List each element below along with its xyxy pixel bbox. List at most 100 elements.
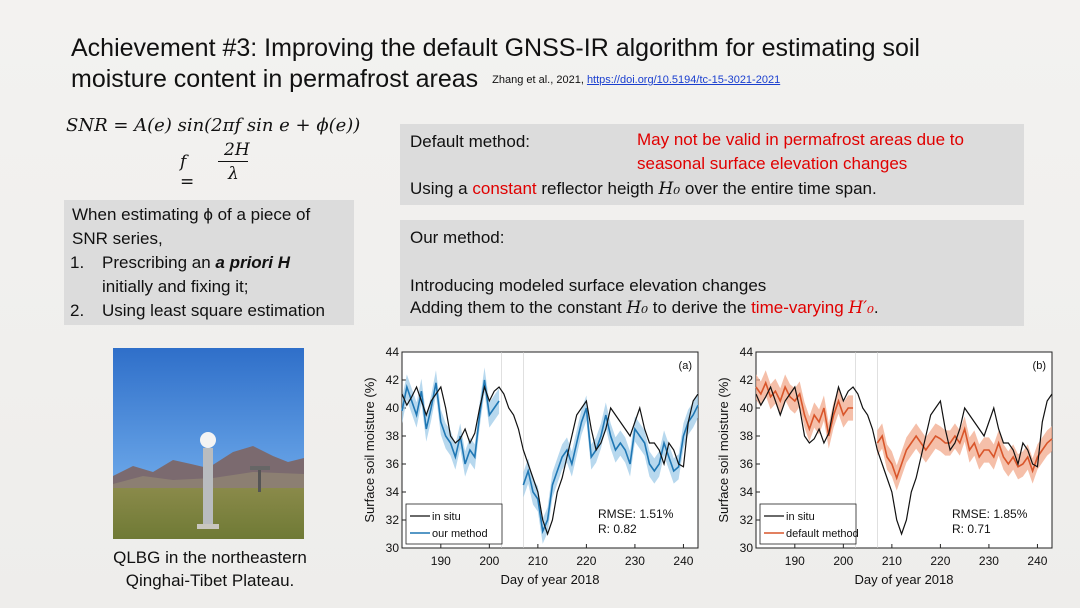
title-line-1: Achievement #3: Improving the default GN…: [71, 34, 920, 62]
x-tick-label: 190: [431, 554, 451, 568]
legend-label-estimate: our method: [432, 528, 488, 540]
x-axis-label: Day of year 2018: [854, 572, 953, 587]
photo-pillar: [203, 448, 213, 526]
panel-label: (a): [679, 360, 692, 372]
default-text-c: reflector heigth: [536, 179, 659, 198]
legend-box: [759, 503, 857, 545]
default-text-e: over the entire time span.: [680, 179, 877, 198]
stat-rmse: RMSE: 1.51%: [598, 507, 674, 521]
series-line-estimate: [876, 426, 1053, 481]
estimation-box: When estimating ϕ of a piece of SNR seri…: [64, 200, 354, 325]
photo-caption-line-1: QLBG in the northeastern: [113, 548, 307, 567]
y-tick-label: 34: [740, 485, 754, 499]
our-text-a: Adding them to the constant: [410, 298, 627, 317]
series-line-estimate: [522, 404, 699, 535]
y-tick-label: 40: [740, 401, 754, 415]
frequency-denominator: λ: [228, 164, 239, 184]
default-method-text: Using a constant reflector heigth H₀ ove…: [410, 179, 877, 199]
default-warning-line-1: May not be valid in permafrost areas due…: [637, 130, 964, 149]
y-tick-label: 32: [740, 513, 754, 527]
x-tick-label: 230: [979, 554, 999, 568]
uncertainty-band: [877, 416, 1052, 491]
legend-label-in-situ: in situ: [786, 511, 815, 523]
frequency-lhs: f =: [180, 152, 195, 192]
x-tick-label: 190: [785, 554, 805, 568]
stat-r: R: 0.71: [952, 522, 991, 536]
our-method-label: Our method:: [410, 228, 505, 247]
photo-caption: QLBG in the northeastern Qinghai-Tibet P…: [90, 546, 330, 592]
y-tick-label: 32: [386, 513, 400, 527]
our-method-line-2: Adding them to the constant H₀ to derive…: [410, 298, 879, 318]
estimation-item-1: Prescribing an a priori H: [102, 251, 290, 275]
y-tick-label: 34: [386, 485, 400, 499]
series-line-in-situ: [401, 384, 699, 536]
citation: Zhang et al., 2021, https://doi.org/10.5…: [492, 74, 780, 86]
stat-rmse: RMSE: 1.85%: [952, 507, 1028, 521]
series-line-estimate: [755, 380, 854, 437]
chart-a: 30 32 34 36 38 40 42 44 190 200 210 220 230 240 Day of…: [362, 345, 699, 587]
estimation-item-2: Using least square estimation: [102, 301, 326, 320]
photo-mast: [258, 466, 261, 492]
photo-mast-top: [250, 466, 270, 470]
x-tick-label: 200: [479, 554, 499, 568]
x-tick-label: 200: [833, 554, 853, 568]
y-tick-label: 30: [740, 541, 754, 555]
estimation-item-1-b: a priori H: [215, 253, 291, 272]
y-tick-label: 38: [386, 429, 400, 443]
default-method-box: Default method: May not be valid in perm…: [400, 124, 1024, 205]
frequency-numerator: 2H: [224, 140, 250, 160]
x-tick-label: 240: [673, 554, 693, 568]
snr-equation: SNR = A(e) sin(2πf sin e + ϕ(e)): [66, 115, 361, 136]
our-text-h0-prime: H′₀: [848, 298, 874, 318]
slide-title: Achievement #3: Improving the default GN…: [71, 33, 1031, 96]
doi-link[interactable]: https://doi.org/10.5194/tc-15-3021-2021: [586, 73, 781, 86]
x-axis-label: Day of year 2018: [500, 572, 599, 587]
our-text-c: to derive the: [648, 298, 752, 317]
our-method-line-1: Introducing modeled surface elevation ch…: [410, 276, 767, 295]
citation-text: Zhang et al., 2021,: [492, 73, 587, 86]
uncertainty-band: [402, 367, 500, 477]
default-text-a: Using a: [410, 179, 473, 198]
y-axis-label: Surface soil moisture (%): [362, 377, 377, 522]
y-tick-label: 36: [740, 457, 754, 471]
x-tick-label: 230: [625, 554, 645, 568]
stat-r: R: 0.82: [598, 522, 637, 536]
estimation-item-1-number: 1.: [70, 253, 85, 272]
y-tick-label: 40: [386, 401, 400, 415]
y-tick-label: 42: [386, 373, 400, 387]
y-tick-label: 42: [740, 373, 754, 387]
x-tick-label: 210: [528, 554, 548, 568]
y-tick-label: 44: [386, 345, 400, 359]
title-line-2: moisture content in permafrost areas Zhan…: [71, 64, 1031, 96]
series-line-in-situ: [755, 384, 1053, 536]
station-photo-drawing: [113, 348, 304, 539]
station-photo: [113, 348, 304, 539]
panel-label: (b): [1033, 360, 1046, 372]
default-text-constant: constant: [472, 179, 537, 198]
legend-label-estimate: default method: [786, 528, 859, 540]
y-tick-label: 44: [740, 345, 754, 359]
chart-b: 30 32 34 36 38 40 42 44 190 200 210 220 230 240 Day of…: [716, 345, 1053, 587]
y-tick-label: 38: [740, 429, 754, 443]
x-tick-label: 220: [576, 554, 596, 568]
our-method-box: Our method: Introducing modeled surface …: [400, 220, 1024, 326]
estimation-item-2-number: 2.: [70, 301, 85, 320]
x-tick-label: 220: [930, 554, 950, 568]
estimation-item-1-a: Prescribing an: [102, 253, 216, 272]
estimation-line-2: SNR series,: [72, 229, 163, 248]
default-method-label: Default method:: [410, 132, 531, 151]
y-tick-label: 36: [386, 457, 400, 471]
estimation-item-1-cont: initially and fixing it;: [102, 277, 249, 296]
y-tick-label: 30: [386, 541, 400, 555]
uncertainty-band: [756, 370, 854, 449]
legend-box: [405, 503, 503, 545]
title-line-2-text: moisture content in permafrost areas: [71, 65, 479, 93]
our-text-f: .: [873, 298, 879, 317]
default-warning-line-2: seasonal surface elevation changes: [637, 154, 908, 173]
legend-label-in-situ: in situ: [432, 511, 461, 523]
our-text-h0: H₀: [626, 298, 649, 318]
x-tick-label: 210: [882, 554, 902, 568]
our-text-time-varying: time-varying: [751, 298, 849, 317]
photo-caption-line-2: Qinghai-Tibet Plateau.: [125, 571, 295, 590]
